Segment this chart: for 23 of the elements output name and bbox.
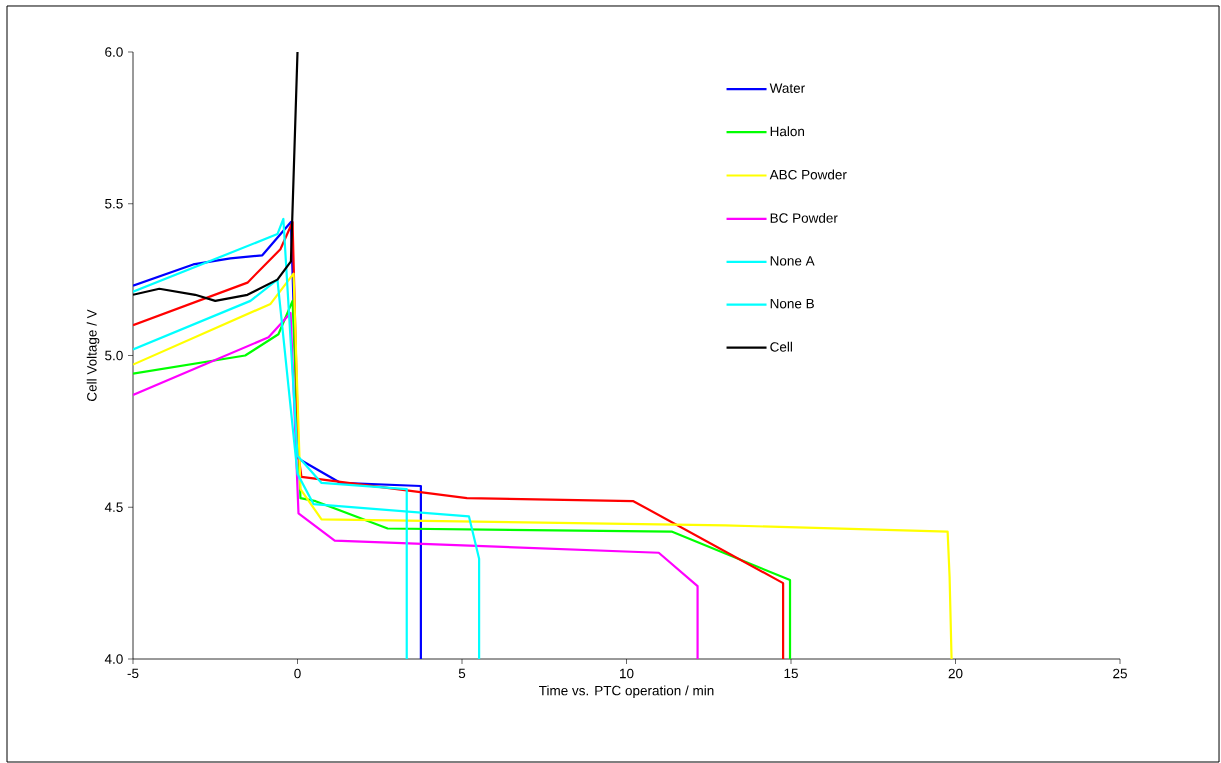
x-tick-label: 25 [1113, 668, 1127, 679]
x-tick-label: 20 [948, 668, 963, 679]
x-axis-title: Time vs. PTC operation / min [539, 685, 714, 699]
legend-label: Cell [770, 341, 792, 352]
x-tick-label: -5 [127, 668, 139, 679]
y-tick-label: 4.0 [104, 654, 123, 664]
x-tick-label: 0 [294, 668, 301, 679]
legend-label: Halon [770, 126, 805, 137]
x-tick-label: 15 [784, 668, 798, 679]
y-tick-label: 4.5 [104, 502, 123, 512]
legend-label: Water [769, 83, 805, 93]
line-series [133, 272, 953, 659]
x-tick-label: 5 [458, 668, 466, 679]
legend-label: BC Powder [770, 212, 838, 223]
legend-label: None A [770, 256, 815, 266]
legend-label: None B [770, 298, 814, 309]
x-tick-label: 10 [620, 668, 634, 679]
y-tick-label: 5.5 [105, 199, 123, 209]
y-tick-label: 5.0 [105, 350, 123, 361]
y-axis-title: Cell Voltage / V [86, 309, 100, 401]
line-series [133, 311, 699, 659]
legend-label: ABC Powder [769, 169, 847, 180]
y-tick-label: 6.0 [105, 47, 123, 57]
